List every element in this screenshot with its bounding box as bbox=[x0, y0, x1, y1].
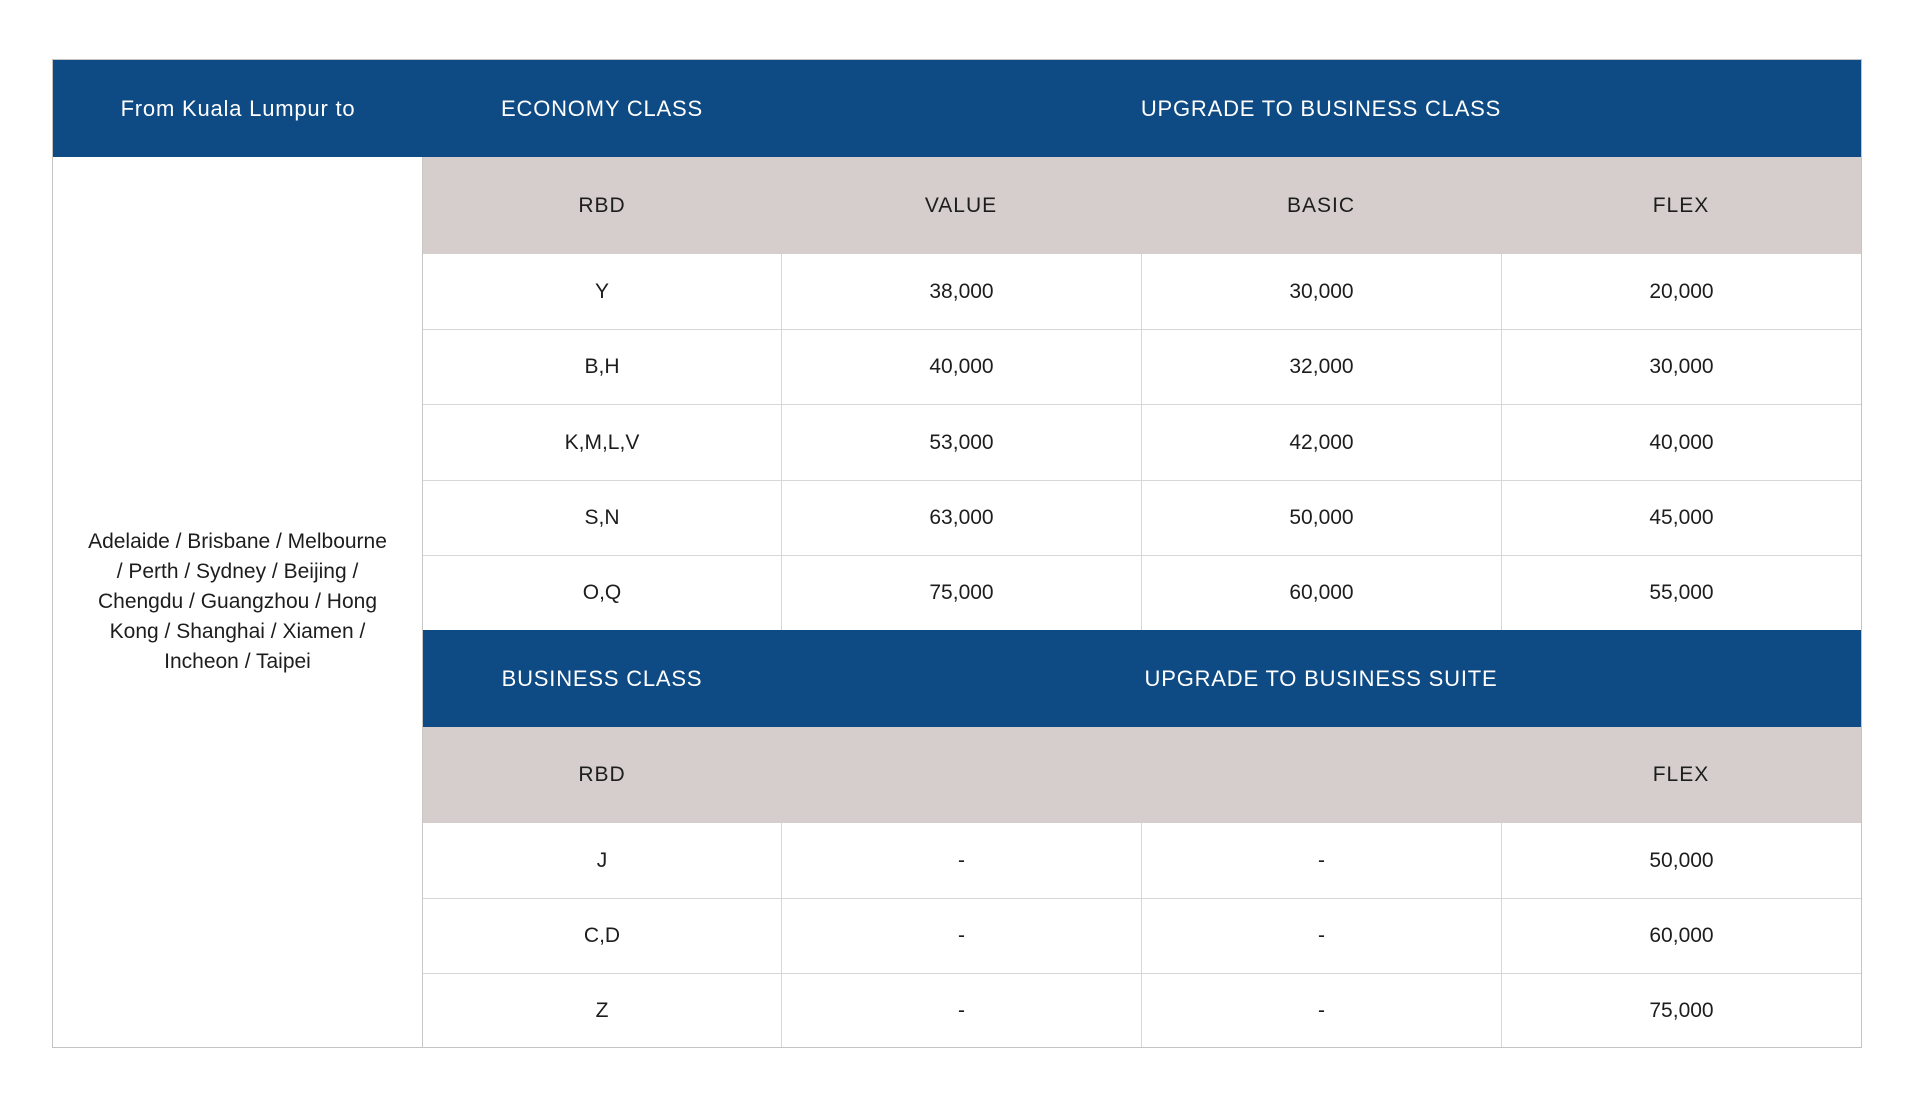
value-cell: 63,000 bbox=[781, 480, 1141, 555]
basic-cell: - bbox=[1141, 823, 1501, 898]
upgrade-to-business-suite-header: UPGRADE TO BUSINESS SUITE bbox=[781, 630, 1861, 727]
basic-cell: 50,000 bbox=[1141, 480, 1501, 555]
rbd-cell: J bbox=[423, 823, 781, 898]
basic-cell: - bbox=[1141, 973, 1501, 1047]
destinations-text: Adelaide / Brisbane / Melbourne / Perth … bbox=[88, 530, 387, 673]
basic-cell: 60,000 bbox=[1141, 555, 1501, 630]
col-header-rbd: RBD bbox=[423, 157, 781, 254]
rbd-cell: Y bbox=[423, 254, 781, 329]
basic-cell: 42,000 bbox=[1141, 404, 1501, 480]
destinations-cell: Adelaide / Brisbane / Melbourne / Perth … bbox=[53, 157, 423, 1047]
col-header-rbd: RBD bbox=[423, 727, 781, 823]
rbd-cell: C,D bbox=[423, 898, 781, 973]
flex-cell: 75,000 bbox=[1501, 973, 1861, 1047]
basic-cell: 30,000 bbox=[1141, 254, 1501, 329]
flex-cell: 40,000 bbox=[1501, 404, 1861, 480]
col-header-flex: FLEX bbox=[1501, 727, 1861, 823]
flex-cell: 55,000 bbox=[1501, 555, 1861, 630]
economy-class-label: ECONOMY CLASS bbox=[501, 95, 703, 121]
value-cell: - bbox=[781, 898, 1141, 973]
basic-cell: 32,000 bbox=[1141, 329, 1501, 404]
rbd-cell: K,M,L,V bbox=[423, 404, 781, 480]
business-class-label: BUSINESS CLASS bbox=[501, 665, 703, 691]
col-header-value: VALUE bbox=[781, 157, 1141, 254]
business-class-header: BUSINESS CLASS bbox=[423, 630, 781, 727]
rbd-cell: O,Q bbox=[423, 555, 781, 630]
flex-cell: 20,000 bbox=[1501, 254, 1861, 329]
origin-header-cell: From Kuala Lumpur to bbox=[53, 60, 423, 157]
value-cell: 38,000 bbox=[781, 254, 1141, 329]
col-header-empty bbox=[1141, 727, 1501, 823]
flex-cell: 30,000 bbox=[1501, 329, 1861, 404]
flex-cell: 50,000 bbox=[1501, 823, 1861, 898]
upgrade-to-business-class-header: UPGRADE TO BUSINESS CLASS bbox=[781, 60, 1861, 157]
upgrade-award-table: From Kuala Lumpur to ECONOMY CLASS UPGRA… bbox=[52, 59, 1862, 1048]
economy-class-header: ECONOMY CLASS bbox=[423, 60, 781, 157]
value-cell: - bbox=[781, 973, 1141, 1047]
value-cell: - bbox=[781, 823, 1141, 898]
basic-cell: - bbox=[1141, 898, 1501, 973]
value-cell: 75,000 bbox=[781, 555, 1141, 630]
upgrade-to-business-class-label: UPGRADE TO BUSINESS CLASS bbox=[1140, 95, 1502, 121]
col-header-empty bbox=[781, 727, 1141, 823]
value-cell: 40,000 bbox=[781, 329, 1141, 404]
col-header-flex: FLEX bbox=[1501, 157, 1861, 254]
rbd-cell: B,H bbox=[423, 329, 781, 404]
col-header-basic: BASIC bbox=[1141, 157, 1501, 254]
upgrade-to-business-suite-label: UPGRADE TO BUSINESS SUITE bbox=[1144, 665, 1498, 691]
flex-cell: 45,000 bbox=[1501, 480, 1861, 555]
origin-header-label: From Kuala Lumpur to bbox=[120, 95, 356, 121]
value-cell: 53,000 bbox=[781, 404, 1141, 480]
rbd-cell: S,N bbox=[423, 480, 781, 555]
rbd-cell: Z bbox=[423, 973, 781, 1047]
flex-cell: 60,000 bbox=[1501, 898, 1861, 973]
